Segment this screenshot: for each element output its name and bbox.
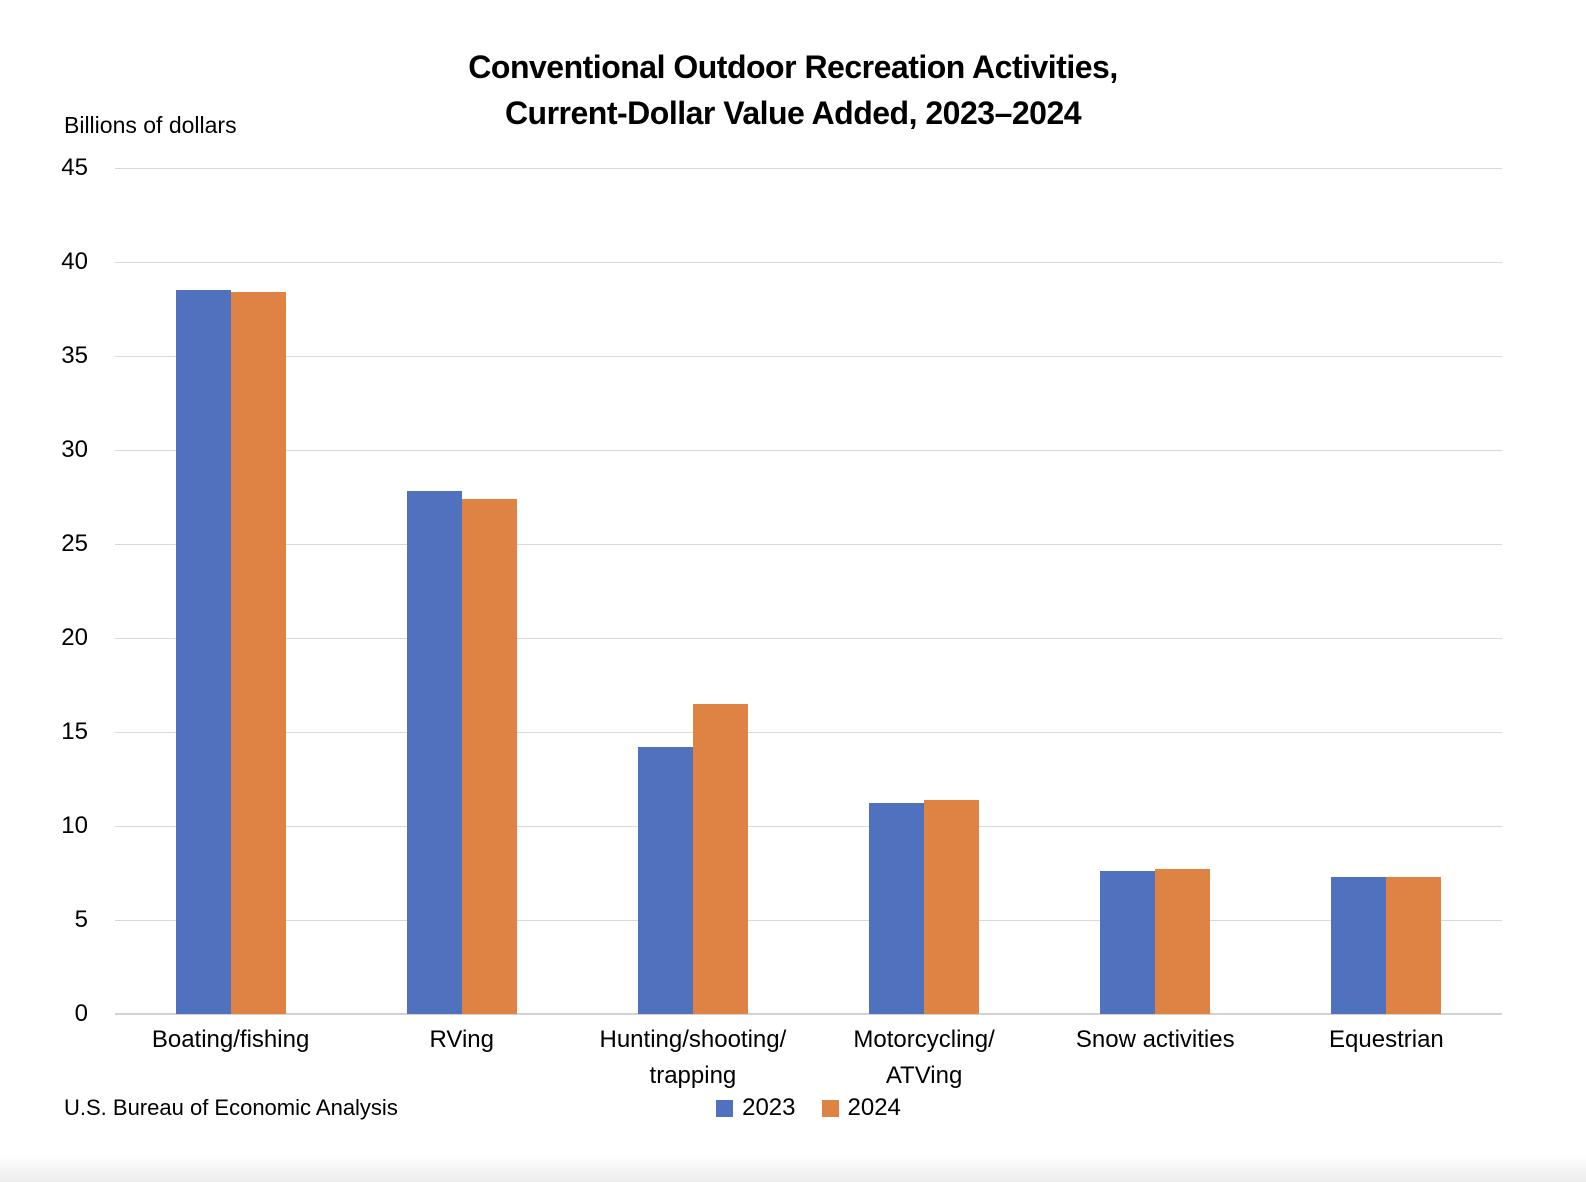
bar-2024-rving (461, 498, 517, 1014)
y-tick-label: 10 (61, 812, 88, 839)
source-attribution: U.S. Bureau of Economic Analysis (64, 1095, 398, 1120)
y-tick-label: 40 (61, 248, 88, 275)
y-tick-label: 25 (61, 530, 88, 557)
chart-title-line-2: Current-Dollar Value Added, 2023–2024 (504, 95, 1082, 131)
bar-2023-snow-activities (1100, 871, 1156, 1014)
gridline (115, 450, 1502, 451)
legend-label-2023: 2023 (742, 1094, 796, 1121)
legend-swatch-2023 (716, 1099, 734, 1117)
bar-2024-motorcycling (924, 799, 980, 1014)
gridline (115, 638, 1502, 639)
legend-swatch-2024 (821, 1099, 839, 1117)
x-category-label: Motorcycling/ ATVing (853, 1026, 995, 1089)
y-tick-label: 30 (61, 436, 88, 463)
y-axis-title: Billions of dollars (64, 112, 237, 138)
x-category-label: Equestrian (1329, 1026, 1444, 1053)
bar-2023-equestrian (1331, 876, 1387, 1014)
plot-area (115, 168, 1502, 1015)
x-category-label: Snow activities (1075, 1026, 1235, 1053)
y-tick-label: 45 (61, 154, 88, 181)
x-axis-line (115, 1013, 1502, 1015)
x-category-label: RVing (429, 1026, 494, 1053)
gridline (115, 262, 1502, 263)
y-tick-label: 5 (74, 906, 88, 933)
bar-2024-hunting (692, 703, 748, 1014)
legend-label-2024: 2024 (847, 1094, 901, 1121)
y-tick-label: 0 (74, 1000, 88, 1027)
y-tick-label: 35 (61, 342, 88, 369)
window-bottom-edge (0, 1156, 1586, 1182)
bar-2023-boating (175, 290, 231, 1014)
y-tick-label: 20 (61, 624, 88, 651)
bar-2024-snow-activities (1155, 869, 1211, 1014)
x-category-label: Boating/fishing (151, 1026, 310, 1053)
gridline (115, 168, 1502, 169)
legend: 2023 2024 (115, 1092, 1502, 1124)
chart-title-line-1: Conventional Outdoor Recreation Activiti… (468, 49, 1118, 85)
gridline (115, 732, 1502, 733)
y-tick-label: 15 (61, 718, 88, 745)
chart-title: Conventional Outdoor Recreation Activiti… (0, 44, 1586, 136)
bar-2024-equestrian (1386, 876, 1442, 1014)
legend-item-2023: 2023 (716, 1094, 796, 1122)
gridline (115, 356, 1502, 357)
gridline (115, 826, 1502, 827)
bar-2023-rving (406, 491, 462, 1014)
bar-2023-motorcycling (869, 803, 925, 1014)
legend-item-2024: 2024 (821, 1094, 901, 1122)
bar-2024-boating (230, 292, 286, 1014)
gridline (115, 544, 1502, 545)
bar-2023-hunting (637, 747, 693, 1014)
x-category-label: Hunting/shooting/ trapping (599, 1026, 787, 1089)
gridline (115, 920, 1502, 921)
